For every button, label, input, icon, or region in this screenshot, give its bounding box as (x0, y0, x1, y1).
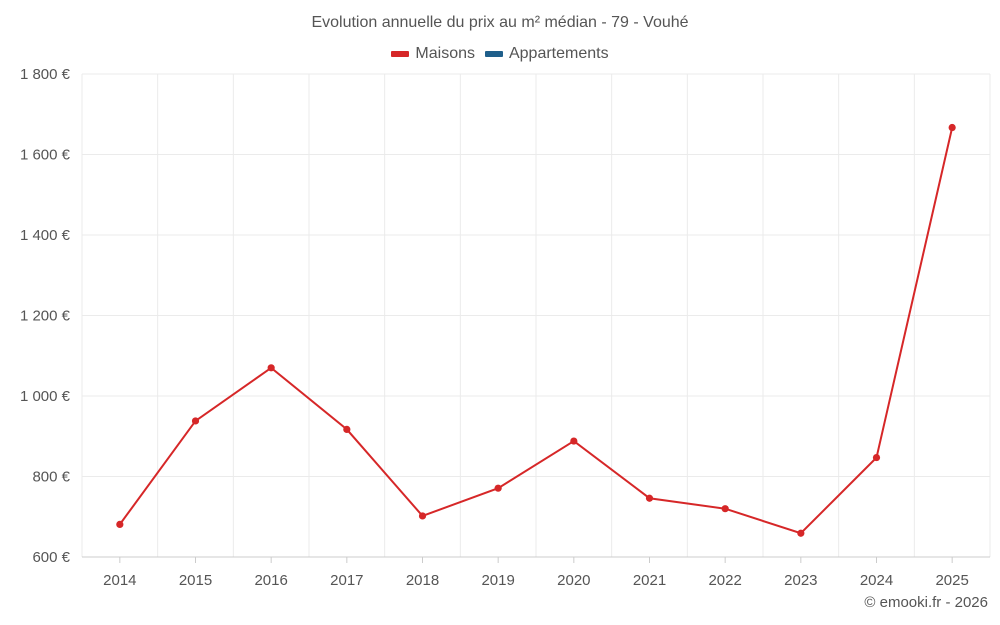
x-tick-label: 2024 (860, 572, 893, 589)
legend-item-appartements[interactable]: Appartements (484, 45, 609, 63)
data-point[interactable] (797, 529, 805, 537)
legend-swatch-appartements (484, 51, 503, 57)
chart-title: Evolution annuelle du prix au m² médian … (311, 14, 689, 31)
x-tick-label: 2015 (179, 572, 212, 589)
legend-item-maisons[interactable]: Maisons (391, 45, 475, 63)
x-tick-label: 2014 (103, 572, 136, 589)
data-point[interactable] (267, 364, 275, 372)
y-tick-label: 1 200 € (20, 308, 71, 325)
x-tick-label: 2020 (557, 572, 590, 589)
data-point[interactable] (570, 437, 578, 445)
y-tick-label: 800 € (32, 469, 70, 486)
legend-swatch-maisons (391, 51, 410, 57)
x-tick-label: 2016 (254, 572, 287, 589)
legend-label-maisons: Maisons (415, 45, 475, 62)
data-point[interactable] (116, 520, 124, 528)
y-tick-label: 1 600 € (20, 147, 71, 164)
x-tick-label: 2021 (633, 572, 666, 589)
x-tick-label: 2025 (935, 572, 968, 589)
x-tick-label: 2017 (330, 572, 363, 589)
legend: Maisons Appartements (0, 45, 1000, 63)
y-tick-label: 1 400 € (20, 227, 71, 244)
data-point[interactable] (645, 494, 654, 502)
credit-text[interactable]: © emooki.fr - 2026 (864, 594, 988, 611)
x-tick-label: 2018 (406, 572, 439, 589)
data-point[interactable] (418, 512, 427, 520)
x-tick-label: 2023 (784, 572, 817, 589)
data-point[interactable] (494, 484, 502, 492)
y-tick-label: 600 € (32, 549, 70, 566)
series-line-maisons (119, 127, 954, 535)
y-tick-label: 1 800 € (20, 66, 71, 83)
y-tick-label: 1 000 € (20, 388, 71, 405)
x-tick-label: 2019 (481, 572, 514, 589)
data-point[interactable] (721, 505, 729, 513)
legend-label-appartements: Appartements (508, 45, 609, 62)
data-point[interactable] (191, 417, 200, 425)
x-tick-label: 2022 (708, 572, 741, 589)
data-point[interactable] (872, 453, 881, 462)
data-point[interactable] (343, 425, 351, 434)
data-point[interactable] (948, 123, 956, 132)
